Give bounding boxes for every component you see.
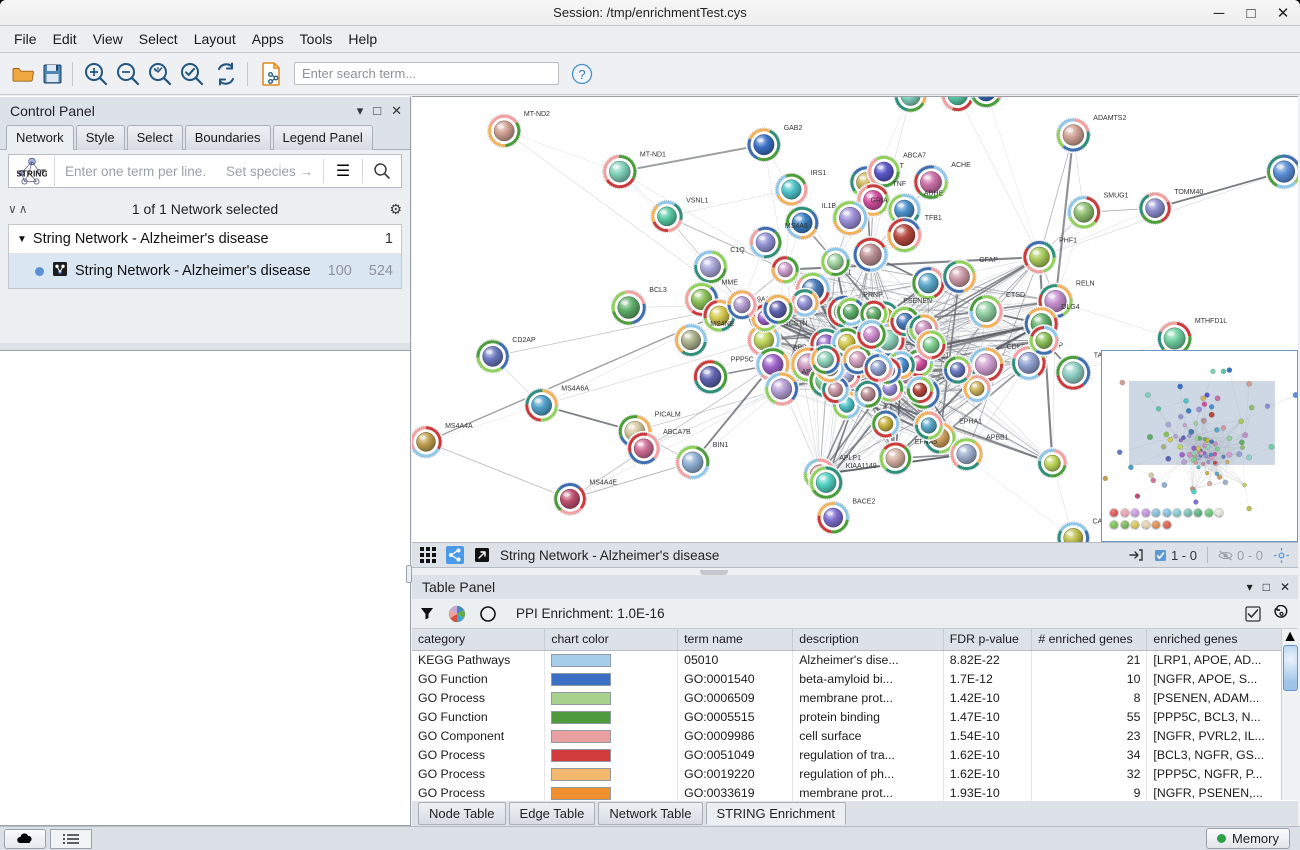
svg-text:APBB1: APBB1: [986, 435, 1009, 442]
svg-text:ABCA7B: ABCA7B: [663, 429, 691, 436]
svg-text:DLG4: DLG4: [1061, 304, 1079, 311]
svg-text:C1Q: C1Q: [730, 247, 745, 254]
svg-text:PICALM: PICALM: [655, 412, 681, 419]
svg-text:MTHFD1L: MTHFD1L: [1195, 318, 1227, 325]
svg-text:PHF1: PHF1: [1059, 238, 1077, 245]
svg-text:EPHA1: EPHA1: [959, 419, 982, 426]
svg-text:MS4A4E: MS4A4E: [589, 480, 617, 487]
svg-text:MS4A6: MS4A6: [785, 223, 808, 230]
svg-text:CD2AP: CD2AP: [512, 337, 536, 344]
svg-text:?: ?: [578, 66, 585, 81]
svg-text:TFB1: TFB1: [925, 215, 942, 222]
svg-text:TOMM40: TOMM40: [1174, 189, 1203, 196]
svg-text:BCL3: BCL3: [649, 287, 667, 294]
svg-text:APLP1: APLP1: [839, 455, 861, 462]
svg-text:BACE2: BACE2: [852, 499, 875, 506]
svg-text:MME: MME: [722, 280, 739, 287]
svg-text:GFAP: GFAP: [979, 257, 998, 264]
svg-text:MT-ND2: MT-ND2: [524, 111, 550, 118]
svg-text:MS4NE: MS4NE: [710, 321, 734, 328]
svg-text:PRNP: PRNP: [863, 292, 883, 299]
svg-text:GAB2: GAB2: [784, 125, 803, 132]
svg-text:VSNL1: VSNL1: [686, 197, 708, 204]
svg-text:SMUG1: SMUG1: [1104, 193, 1129, 200]
svg-text:RELN: RELN: [1076, 281, 1095, 288]
svg-text:ADAMTS2: ADAMTS2: [1093, 115, 1126, 122]
svg-text:MT-ND1: MT-ND1: [640, 152, 666, 159]
svg-text:ADHE: ADHE: [924, 190, 944, 197]
svg-text:ABCA7: ABCA7: [903, 152, 926, 159]
svg-text:CTSD: CTSD: [1006, 292, 1025, 299]
svg-text:KIAA1149: KIAA1149: [846, 463, 877, 470]
svg-text:IRS1: IRS1: [811, 170, 827, 177]
svg-text:GRIA: GRIA: [871, 198, 888, 205]
svg-text:MS4A4A: MS4A4A: [445, 423, 473, 430]
svg-text:TNF: TNF: [893, 181, 907, 188]
svg-text:PPP5C: PPP5C: [731, 357, 754, 364]
svg-text:MS4A6A: MS4A6A: [561, 386, 589, 393]
svg-text:BIN1: BIN1: [713, 442, 729, 449]
svg-text:ACHE: ACHE: [951, 162, 971, 169]
svg-text:PSENEN: PSENEN: [903, 298, 932, 305]
